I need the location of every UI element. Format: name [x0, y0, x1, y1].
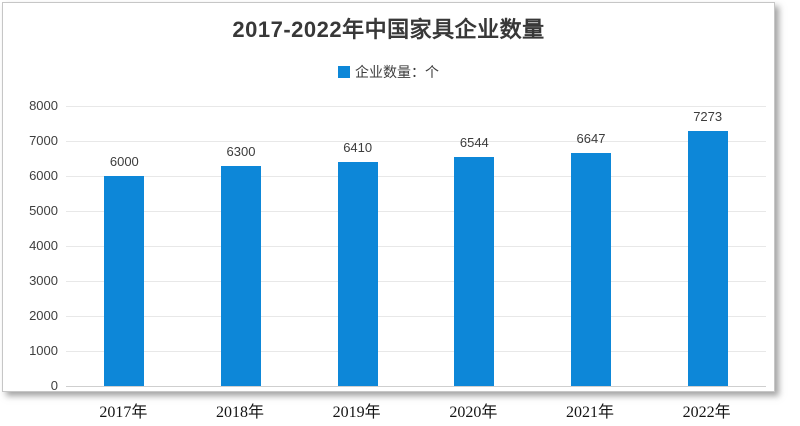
y-axis-tick-label: 0 [50, 378, 58, 393]
bar-value-label: 6544 [459, 134, 489, 150]
y-axis-tick-label: 8000 [29, 98, 58, 113]
x-axis-tick-label: 2022年 [682, 404, 731, 421]
legend: 企业数量：个 [3, 62, 774, 82]
bar-value-label: 7273 [693, 109, 723, 125]
y-axis-tick-label: 7000 [29, 133, 58, 148]
bar-2022年 [687, 131, 728, 386]
x-axis-tick-label: 2020年 [449, 404, 498, 421]
x-axis-tick-label: 2017年 [99, 404, 148, 421]
bar-value-label: 6300 [226, 143, 256, 159]
bar-2019年 [337, 161, 378, 386]
legend-color-swatch-icon [338, 66, 350, 78]
chart-card: 2017-2022年中国家具企业数量 企业数量：个 0 1000 2000 3000 4… [2, 2, 775, 393]
bar-value-label: 6410 [343, 139, 373, 155]
legend-label: 企业数量：个 [355, 64, 439, 80]
y-axis-tick-label: 2000 [29, 308, 58, 323]
y-axis-tick-label: 5000 [29, 203, 58, 218]
gridline [66, 351, 766, 352]
gridline [66, 246, 766, 247]
chart-title: 2017-2022年中国家具企业数量 [232, 17, 545, 42]
x-axis-tick-label: 2021年 [565, 404, 614, 421]
y-axis-tick-label: 6000 [29, 168, 58, 183]
bar-value-label: 6647 [576, 131, 606, 147]
bar-value-label: 6000 [109, 154, 139, 169]
gridline [66, 106, 766, 107]
plot-area: 0 1000 2000 3000 4000 5000 6000 7000 8000 6000 630… [29, 98, 766, 393]
x-axis-tick-label: 2018年 [215, 404, 264, 421]
x-axis-tick-label: 2019年 [332, 404, 381, 421]
gridline [66, 281, 766, 282]
gridline [66, 316, 766, 317]
gridline [66, 176, 766, 177]
y-axis-tick-label: 3000 [29, 273, 58, 288]
x-axis-line [66, 386, 766, 387]
bar-2021年 [571, 153, 611, 386]
bar-2018年 [221, 165, 261, 386]
bar-2020年 [454, 156, 495, 386]
bar-2017年 [104, 176, 145, 386]
gridline [66, 141, 766, 142]
y-axis-tick-label: 1000 [29, 343, 58, 358]
gridline [66, 211, 766, 212]
y-axis-tick-label: 4000 [29, 238, 58, 253]
x-axis-labels: 2017年 2018年 2019年 2020年 2021年 2022年 [65, 398, 765, 422]
